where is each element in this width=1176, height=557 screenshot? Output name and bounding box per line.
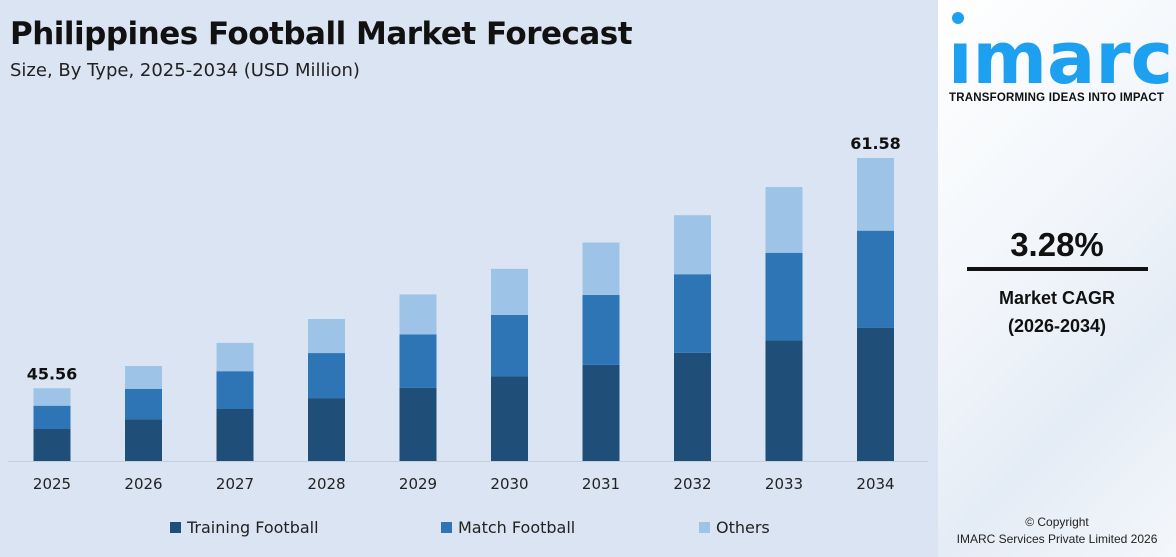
- x-tick-label: 2030: [490, 475, 528, 493]
- bar-segment-match-football-2034: [857, 230, 894, 328]
- bar-segment-training-football-2027: [216, 409, 254, 461]
- x-tick-label: 2031: [582, 475, 620, 493]
- cagr-value: 3.28%: [1010, 226, 1104, 263]
- bar-segment-training-football-2032: [674, 352, 711, 461]
- x-tick-label: 2029: [399, 475, 437, 493]
- bar-segment-others-2033: [765, 187, 803, 253]
- legend-swatch: [441, 522, 452, 533]
- legend-label: Match Football: [458, 518, 576, 537]
- tagline: TRANSFORMING IDEAS INTO IMPACT: [949, 92, 1165, 104]
- bar-segment-training-football-2034: [857, 327, 894, 461]
- bar-segment-others-2028: [308, 318, 345, 354]
- chart-panel: Philippines Football Market Forecast Siz…: [8, 16, 928, 537]
- data-label: 45.56: [27, 364, 78, 383]
- cagr-divider: [967, 267, 1148, 271]
- bar-segment-training-football-2030: [491, 376, 528, 461]
- legend-swatch: [699, 522, 710, 533]
- legend-item: Others: [699, 518, 770, 537]
- copyright-text: © Copyright: [1025, 515, 1089, 529]
- x-tick-label: 2034: [856, 475, 894, 493]
- bar-segment-others-2026: [125, 365, 162, 389]
- bar-segment-match-football-2028: [308, 353, 345, 399]
- x-tick-label: 2027: [216, 475, 254, 493]
- bar-segment-match-football-2029: [399, 334, 437, 388]
- stacked-bar-chart: 2025 45.56 2026 2027 2028 2029 2030 2031 2032 203…: [8, 134, 928, 493]
- bar-segment-others-2027: [216, 342, 254, 372]
- chart-title: Philippines Football Market Forecast: [10, 16, 633, 52]
- bar-segment-training-football-2033: [765, 340, 803, 461]
- x-tick-label: 2033: [765, 475, 803, 493]
- bar-segment-others-2025: [33, 388, 71, 406]
- cagr-label: Market CAGR (2026-2034): [938, 284, 1176, 340]
- x-tick-label: 2028: [307, 475, 345, 493]
- bar-segment-match-football-2032: [674, 274, 711, 353]
- bar-segment-training-football-2026: [125, 419, 162, 461]
- bar-segment-match-football-2027: [216, 371, 254, 410]
- bar-segment-others-2031: [582, 242, 620, 295]
- company-name: IMARC Services Private Limited 2026: [956, 532, 1158, 546]
- chart-subtitle: Size, By Type, 2025-2034 (USD Million): [10, 60, 360, 81]
- legend-swatch: [170, 522, 181, 533]
- legend-label: Training Football: [187, 518, 319, 537]
- bar-segment-others-2032: [674, 215, 711, 275]
- bar-segment-training-football-2025: [33, 428, 71, 461]
- bar-segment-others-2029: [399, 294, 437, 335]
- bar-segment-match-football-2031: [582, 294, 620, 365]
- x-tick-label: 2026: [124, 475, 162, 493]
- bar-segment-others-2030: [491, 268, 528, 315]
- imarc-logo: ımarc: [948, 12, 1173, 88]
- legend-label: Others: [716, 518, 770, 537]
- bar-segment-match-football-2025: [33, 405, 71, 429]
- bar-segment-training-football-2029: [399, 387, 437, 461]
- svg-text:ımarc: ımarc: [948, 16, 1173, 88]
- bar-segment-match-football-2033: [765, 252, 803, 341]
- bar-segment-training-football-2031: [582, 364, 620, 461]
- x-tick-label: 2032: [673, 475, 711, 493]
- brand-panel: ımarc TRANSFORMING IDEAS INTO IMPACT 3.2…: [938, 0, 1176, 557]
- cagr-period: (2026-2034): [1007, 316, 1107, 336]
- bar-segment-match-football-2030: [491, 314, 528, 377]
- x-tick-label: 2025: [33, 475, 71, 493]
- bar-segment-match-football-2026: [125, 388, 162, 420]
- bar-segment-others-2034: [857, 158, 894, 231]
- data-label: 61.58: [850, 134, 901, 153]
- legend-item: Match Football: [441, 518, 575, 537]
- bar-segment-training-football-2028: [308, 398, 345, 461]
- cagr-label-text: Market CAGR: [998, 288, 1116, 308]
- copyright: © Copyright IMARC Services Private Limit…: [938, 514, 1176, 548]
- legend-item: Training Football: [170, 518, 319, 537]
